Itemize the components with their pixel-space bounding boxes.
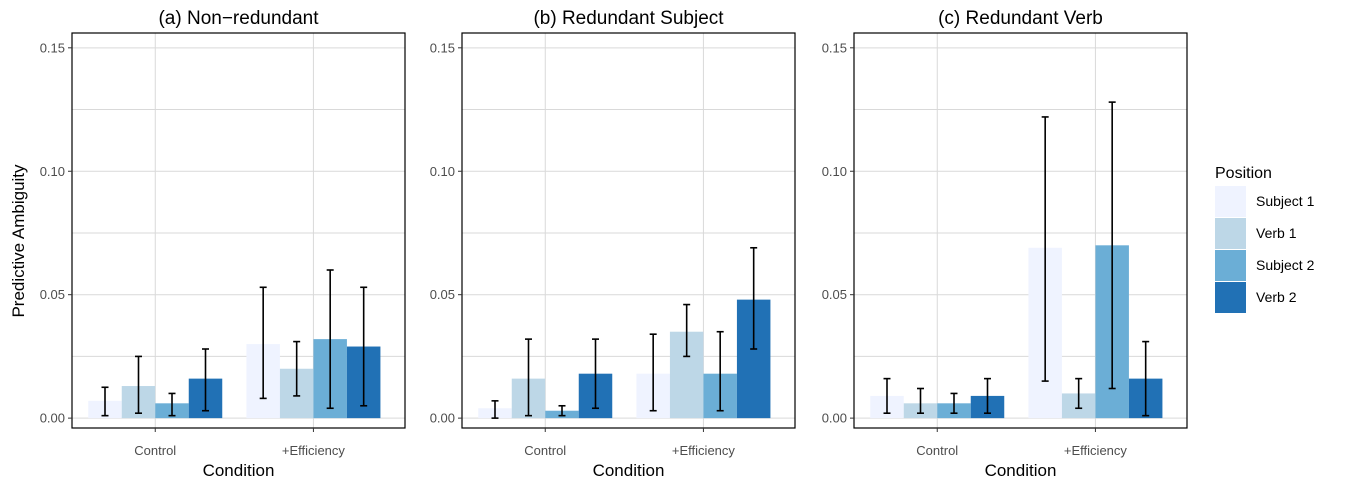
panel-border (461, 32, 796, 429)
x-tick-label: Control (524, 443, 566, 458)
error-bar (1108, 101, 1116, 390)
legend-label: Verb 2 (1256, 289, 1297, 305)
legend-title: Position (1215, 165, 1272, 182)
error-bar (716, 330, 724, 412)
error-bar (259, 286, 267, 400)
legend: Position Subject 1 Verb 1 Subject 2 Verb 2 (1215, 165, 1315, 313)
legend-item: Subject 2 (1215, 250, 1315, 281)
error-bar (592, 338, 599, 410)
panel-title: (b) Redundant Subject (533, 8, 724, 29)
y-tick-label: 0.05 (430, 287, 455, 302)
error-bar (649, 333, 657, 412)
error-bar (683, 303, 691, 358)
error-bar (917, 387, 924, 414)
x-tick-label: Control (916, 443, 958, 458)
error-bar (202, 348, 209, 412)
y-tick-label: 0.15 (822, 40, 847, 55)
y-tick-label: 0.10 (40, 164, 65, 179)
x-tick-label: Control (134, 443, 176, 458)
legend-swatch (1215, 250, 1246, 281)
error-bar (883, 377, 891, 414)
y-tick-label: 0.05 (822, 287, 847, 302)
error-bar (101, 386, 109, 417)
y-tick-label: 0.10 (430, 164, 455, 179)
x-tick-label: +Efficiency (1064, 443, 1127, 458)
legend-item: Verb 2 (1215, 282, 1297, 313)
panel-title: (a) Non−redundant (158, 8, 319, 29)
legend-swatch (1215, 282, 1246, 313)
error-bar (558, 404, 566, 417)
error-bar (491, 400, 499, 419)
error-bar (360, 286, 368, 407)
panel-1: (a) Non−redundant 0.00 0.05 0.10 0.15 Control… (40, 8, 406, 480)
panel-border (71, 32, 406, 429)
y-tick-label: 0.00 (40, 411, 65, 426)
error-bar (1075, 377, 1083, 410)
error-bar (293, 340, 301, 397)
x-axis-title: Condition (985, 461, 1057, 480)
legend-label: Subject 1 (1256, 193, 1315, 209)
x-tick-label: +Efficiency (672, 443, 735, 458)
error-bar (750, 246, 758, 350)
error-bar (525, 338, 532, 417)
y-axis-title: Predictive Ambiguity (9, 164, 28, 318)
y-tick-label: 0.10 (822, 164, 847, 179)
legend-item: Verb 1 (1215, 218, 1297, 249)
error-bar (984, 377, 991, 414)
error-bar (950, 392, 958, 414)
y-tick-label: 0.00 (822, 411, 847, 426)
error-bar (168, 392, 176, 417)
panel-2: (b) Redundant Subject 0.00 0.05 0.10 0.15 Con… (430, 8, 796, 480)
y-tick-label: 0.15 (40, 40, 65, 55)
panel-border (853, 32, 1188, 429)
error-bar (1041, 116, 1049, 382)
panel-3: (c) Redundant Verb 0.00 0.05 0.10 0.15 Contro… (822, 8, 1188, 480)
x-tick-label: +Efficiency (282, 443, 345, 458)
error-bar (1142, 340, 1150, 417)
error-bar (326, 269, 334, 410)
error-bar (135, 355, 142, 414)
legend-item: Subject 1 (1215, 186, 1315, 217)
y-tick-label: 0.05 (40, 287, 65, 302)
panel-title: (c) Redundant Verb (938, 8, 1103, 29)
legend-label: Verb 1 (1256, 225, 1297, 241)
x-axis-title: Condition (593, 461, 665, 480)
legend-swatch (1215, 218, 1246, 249)
x-axis-title: Condition (203, 461, 275, 480)
legend-label: Subject 2 (1256, 257, 1315, 273)
y-tick-label: 0.00 (430, 411, 455, 426)
y-tick-label: 0.15 (430, 40, 455, 55)
legend-swatch (1215, 186, 1246, 217)
